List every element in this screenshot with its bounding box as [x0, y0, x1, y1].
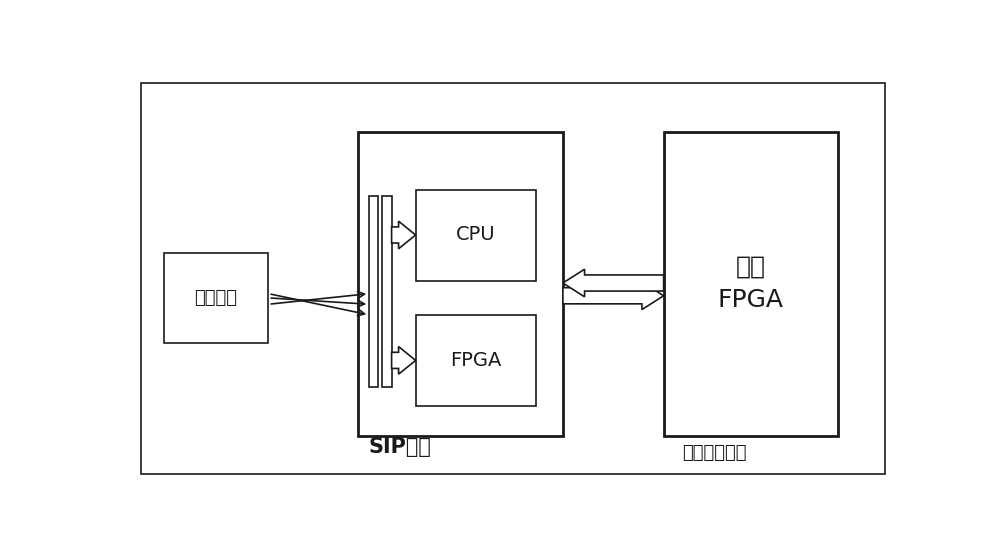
Text: 硬件测试平台: 硬件测试平台: [682, 444, 746, 462]
Bar: [664, 132, 838, 436]
Polygon shape: [392, 221, 416, 249]
Bar: [369, 196, 378, 387]
Polygon shape: [563, 269, 664, 297]
Bar: [416, 189, 536, 281]
Text: CPU: CPU: [456, 225, 496, 245]
Bar: [382, 196, 392, 387]
Text: 外围电路: 外围电路: [194, 289, 237, 307]
Text: FPGA: FPGA: [450, 351, 501, 370]
Bar: [416, 315, 536, 406]
Text: SIP模块: SIP模块: [369, 437, 432, 457]
Polygon shape: [563, 282, 664, 310]
Bar: [164, 253, 268, 342]
Text: 外部
FPGA: 外部 FPGA: [718, 254, 784, 312]
Polygon shape: [392, 347, 416, 374]
Bar: [358, 132, 563, 436]
